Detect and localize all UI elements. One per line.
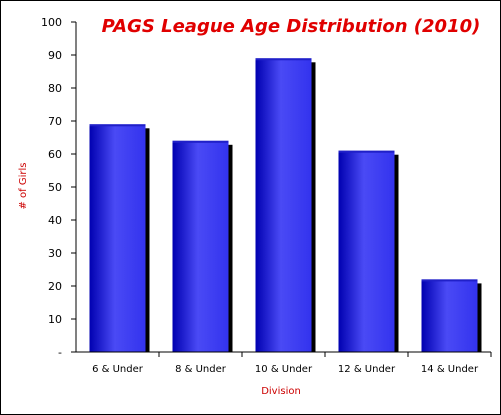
x-category-label: 10 & Under	[255, 364, 313, 375]
bar-body	[172, 140, 229, 352]
y-tick-label: 90	[48, 49, 62, 62]
bar	[172, 140, 233, 352]
y-tick-label: -	[58, 346, 62, 359]
bars	[89, 58, 482, 353]
bar-body	[89, 124, 146, 352]
y-tick-label: 60	[48, 148, 62, 161]
y-tick-label: 20	[48, 280, 62, 293]
bar-body	[338, 150, 395, 352]
y-tick-label: 10	[48, 313, 62, 326]
y-axis-ticks: - 10 20 30 40 50 60 70 80 90 100	[41, 16, 76, 359]
bar-top	[338, 150, 395, 153]
bar-top	[89, 124, 146, 127]
x-axis-title: Division	[261, 386, 301, 397]
x-category-label: 14 & Under	[421, 364, 479, 375]
bar-body	[255, 58, 312, 353]
bar-top	[172, 140, 229, 143]
bar	[89, 124, 150, 352]
y-tick-label: 70	[48, 115, 62, 128]
bar	[421, 279, 482, 352]
y-tick-label: 100	[41, 16, 62, 29]
bar	[338, 150, 399, 352]
chart-title: PAGS League Age Distribution (2010)	[102, 16, 481, 37]
y-tick-label: 30	[48, 247, 62, 260]
x-category-label: 6 & Under	[92, 364, 144, 375]
y-tick-label: 80	[48, 82, 62, 95]
y-tick-label: 40	[48, 214, 62, 227]
bar-top	[421, 279, 478, 282]
x-category-label: 8 & Under	[175, 364, 227, 375]
x-axis-category-labels: 6 & Under 8 & Under 10 & Under 12 & Under 14…	[92, 352, 492, 375]
y-axis-title: # of Girls	[18, 162, 29, 209]
bar-body	[421, 279, 478, 352]
y-tick-label: 50	[48, 181, 62, 194]
x-category-label: 12 & Under	[338, 364, 396, 375]
bar-top	[255, 58, 312, 61]
bar	[255, 58, 316, 353]
